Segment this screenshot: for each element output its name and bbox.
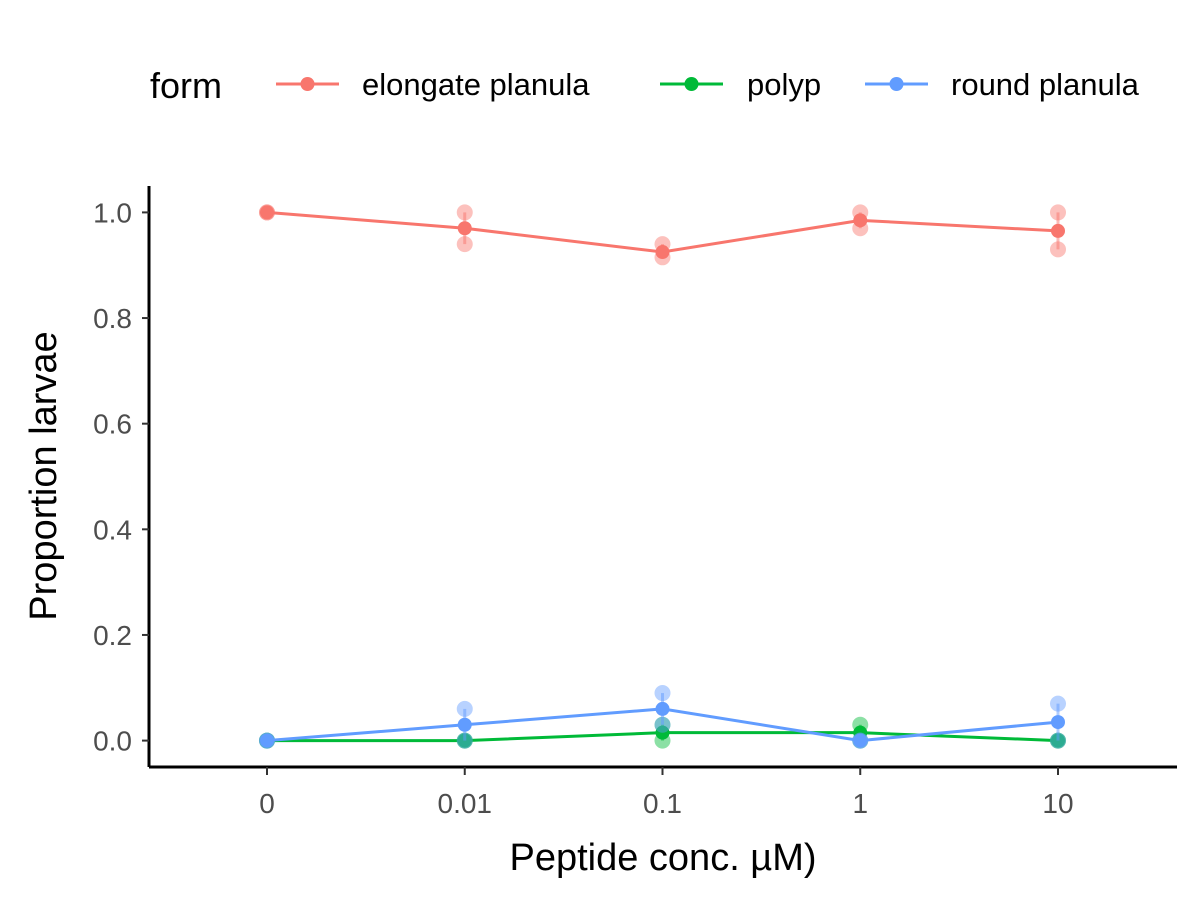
x-tick-label: 10 xyxy=(1042,788,1073,819)
y-axis-title: Proportion larvae xyxy=(23,331,65,620)
replicate-point xyxy=(456,700,473,717)
legend: form elongate planula polyp round planula xyxy=(150,65,1140,106)
data-point xyxy=(853,213,868,228)
data-point xyxy=(260,733,274,748)
replicate-point xyxy=(456,732,473,749)
replicate-point xyxy=(1050,732,1066,749)
x-axis-title: Peptide conc. µM) xyxy=(509,837,816,879)
replicate-point xyxy=(456,204,473,221)
data-point xyxy=(853,733,868,748)
plot-area: 0.0 0.2 0.4 0.6 0.8 1.0 0 0.01 0.1 1 10 xyxy=(93,186,1177,819)
replicate-point xyxy=(1050,241,1066,258)
legend-item-elongate-planula: elongate planula xyxy=(276,67,590,102)
replicate-point xyxy=(654,716,671,733)
data-point xyxy=(457,221,472,236)
series-elongate-planula xyxy=(259,204,1066,266)
legend-label: round planula xyxy=(951,67,1140,102)
legend-item-polyp: polyp xyxy=(660,67,821,102)
data-point xyxy=(260,205,274,220)
legend-key-point xyxy=(684,77,699,91)
y-tick-label: 1.0 xyxy=(93,197,132,228)
data-point xyxy=(655,245,670,260)
series-layer xyxy=(259,204,1066,749)
replicate-point xyxy=(1050,204,1066,221)
y-tick-label: 0.4 xyxy=(93,514,132,545)
y-axis-ticks: 0.0 0.2 0.4 0.6 0.8 1.0 xyxy=(93,197,149,757)
data-point xyxy=(457,717,472,732)
data-point xyxy=(1051,223,1065,238)
data-point xyxy=(1051,715,1065,730)
series-round-planula xyxy=(259,685,1066,749)
legend-label: polyp xyxy=(747,67,821,102)
y-tick-label: 0.0 xyxy=(93,726,132,757)
replicate-point xyxy=(1050,695,1066,712)
data-point xyxy=(655,725,670,740)
legend-item-round-planula: round planula xyxy=(865,67,1140,102)
legend-key-point xyxy=(300,77,315,91)
y-tick-label: 0.6 xyxy=(93,409,132,440)
replicate-point xyxy=(654,685,671,702)
x-axis-ticks: 0 0.01 0.1 1 10 xyxy=(259,767,1074,819)
x-tick-label: 0 xyxy=(259,788,275,819)
y-tick-label: 0.2 xyxy=(93,620,132,651)
legend-key-point xyxy=(889,77,904,91)
legend-title: form xyxy=(150,65,222,106)
replicate-point xyxy=(456,236,473,253)
legend-label: elongate planula xyxy=(362,67,590,102)
y-tick-label: 0.8 xyxy=(93,303,132,334)
x-tick-label: 1 xyxy=(852,788,868,819)
x-tick-label: 0.01 xyxy=(438,788,493,819)
x-tick-label: 0.1 xyxy=(643,788,682,819)
data-point xyxy=(655,701,670,716)
